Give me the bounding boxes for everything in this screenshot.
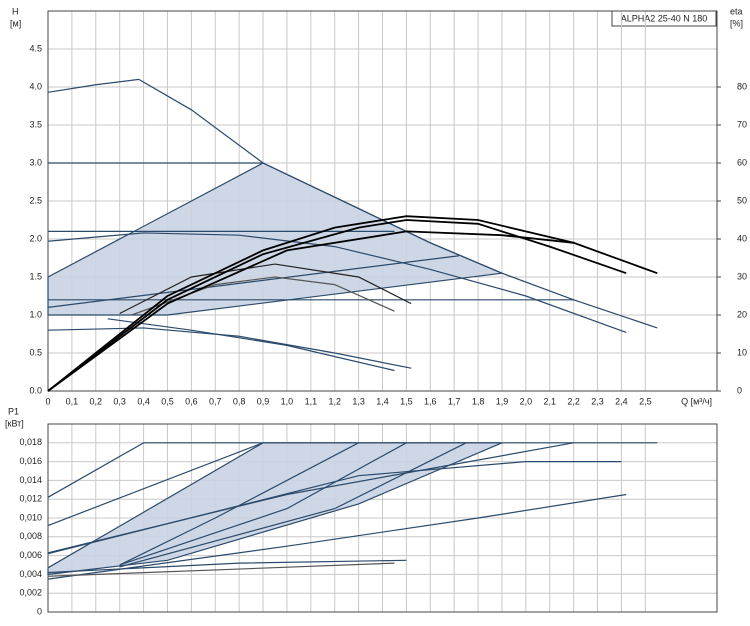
y-unit: [м] [10,18,21,28]
x-tick-label: 0,6 [185,396,198,406]
x-tick-label: 0,9 [257,396,270,406]
area [47,442,503,576]
x-tick-label: 1,7 [448,396,461,406]
x-tick-label: 1,2 [328,396,341,406]
x-tick-label: 2,3 [591,396,604,406]
curve [47,215,658,392]
x-tick-label: 0,2 [90,396,103,406]
curve [119,442,407,566]
curve [107,318,395,372]
y-tick-label: 0,016 [19,456,42,466]
curve [47,255,460,308]
y2-tick-label: 20 [737,309,747,319]
x-tick-label: 1,3 [352,396,365,406]
x-tick-label: 0,8 [233,396,246,406]
x-tick-label: 2,1 [543,396,556,406]
y-tick-label: 0.5 [29,347,42,357]
y2-unit: [%] [730,18,743,28]
x-tick-label: 1,0 [281,396,294,406]
x-tick-label: 0,5 [161,396,174,406]
x-tick-label: 0,7 [209,396,222,406]
y-tick-label: 2.5 [29,195,42,205]
y-tick-label: 2.0 [29,233,42,243]
x-tick-label: 1,4 [376,396,389,406]
x-label: Q [м³/ч] [681,396,712,406]
x-tick-label: 2,0 [520,396,533,406]
x-tick-label: 0,1 [66,396,79,406]
curve [47,442,264,527]
curve [119,263,412,315]
curve [47,232,627,334]
y-tick-label: 0,010 [19,512,42,522]
curve [47,461,622,555]
y-tick-label: 0,004 [19,569,42,579]
legend-title: ALPHA2 25-40 N 180 [621,13,708,23]
curve [119,442,359,566]
y2-tick-label: 70 [737,119,747,129]
y-tick-label: 4.5 [29,43,42,53]
y-tick-label: 0,012 [19,494,42,504]
y-tick-label: 4.0 [29,81,42,91]
x-tick-label: 1,5 [400,396,413,406]
x-tick-label: 1,1 [305,396,318,406]
y-tick-label: 0,002 [19,588,42,598]
curve [47,493,627,580]
curve [47,562,395,577]
y-tick-label: 3.0 [29,157,42,167]
y2-tick-label: 80 [737,81,747,91]
x-tick-label: 1,6 [424,396,437,406]
x-tick-label: 0,3 [113,396,126,406]
y-label: H [12,6,19,16]
y-tick-label: 0,018 [19,437,42,447]
curve [47,78,658,329]
x-tick-label: 2,2 [567,396,580,406]
curve [47,327,412,369]
y-tick-label: 0 [37,606,42,616]
x-tick-label: 0 [45,396,50,406]
y-tick-label: 0,014 [19,475,42,485]
x-tick-label: 1,9 [496,396,509,406]
y-tick-label: 1.0 [29,309,42,319]
plot-frame [47,423,718,613]
y-label: P1 [8,406,19,416]
y-tick-label: 0.0 [29,385,42,395]
y2-label: eta [730,6,743,16]
x-tick-label: 0,4 [137,396,150,406]
y-tick-label: 1.5 [29,271,42,281]
curve [119,442,467,568]
x-tick-label: 1,8 [472,396,485,406]
y2-tick-label: 30 [737,271,747,281]
curve [47,442,658,498]
y2-tick-label: 60 [737,157,747,167]
x-tick-label: 2,4 [615,396,628,406]
y2-tick-label: 50 [737,195,747,205]
y2-tick-label: 10 [737,347,747,357]
y-unit: [кВт] [5,418,24,428]
y-tick-label: 0,006 [19,550,42,560]
y2-tick-label: 40 [737,233,747,243]
curve [47,559,407,574]
y-tick-label: 3.5 [29,119,42,129]
curve [47,230,574,392]
y-tick-label: 0,008 [19,531,42,541]
curve [47,219,627,392]
x-tick-label: 2,5 [639,396,652,406]
y2-tick-label: 0 [737,385,742,395]
